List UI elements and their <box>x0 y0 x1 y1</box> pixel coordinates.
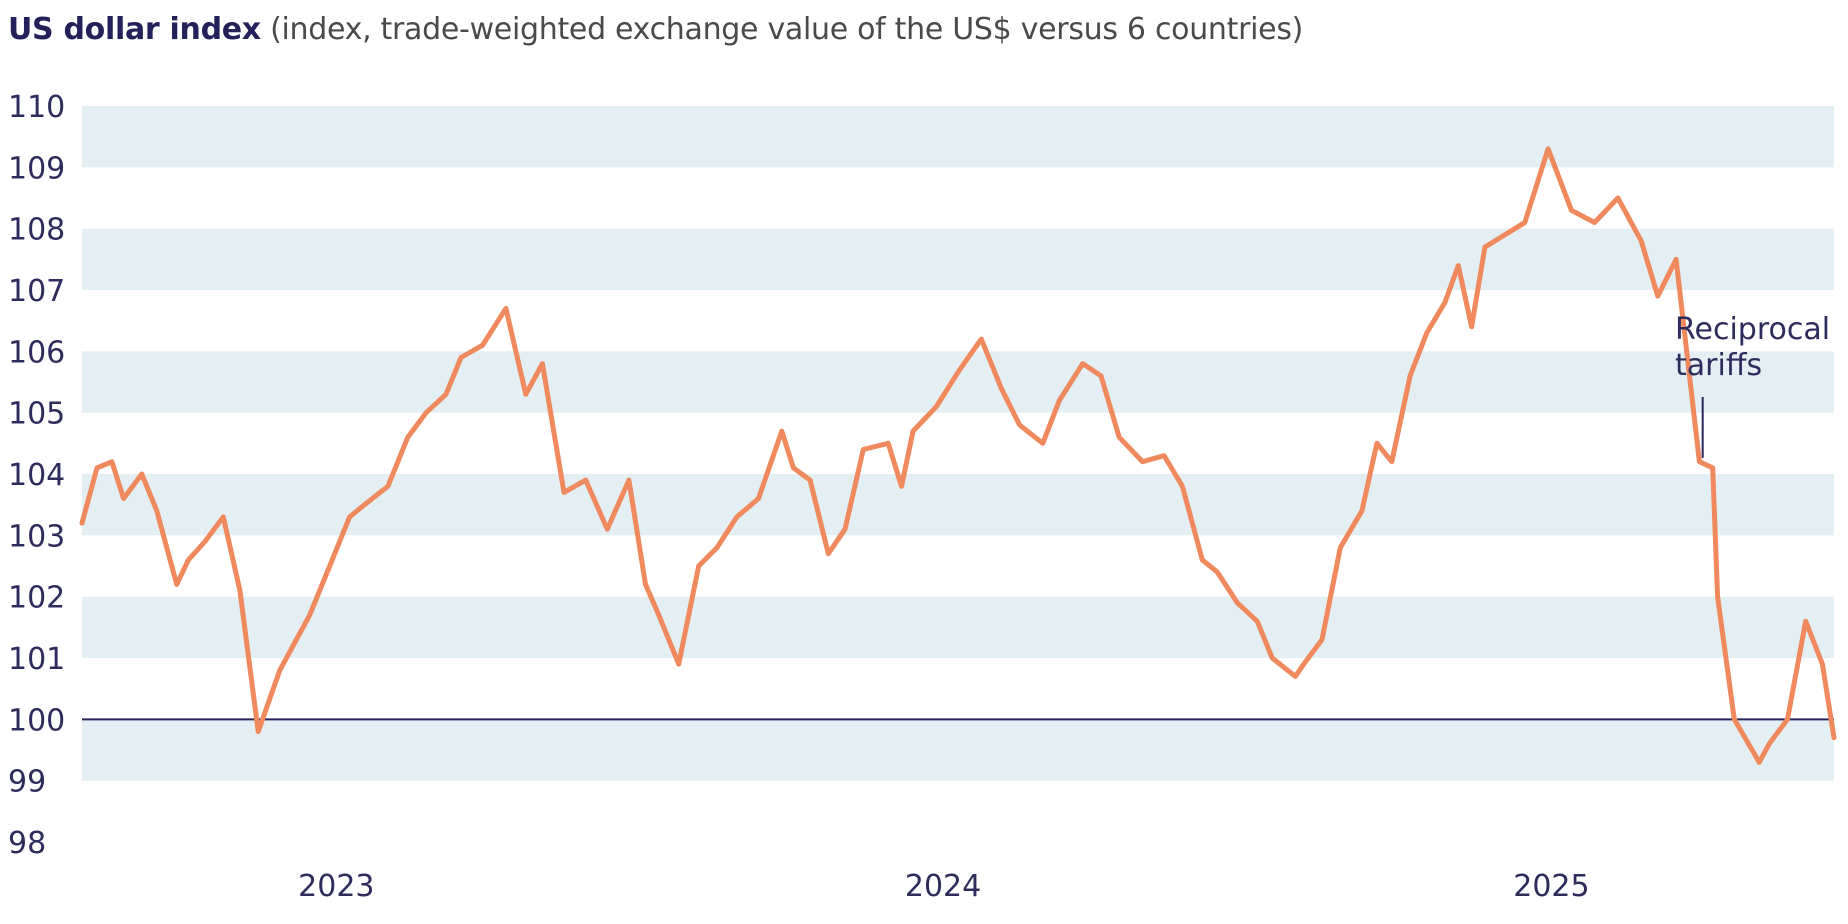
y-tick-label: 103 <box>8 519 65 554</box>
chart-title: US dollar index (index, trade-weighted e… <box>8 12 1303 47</box>
grid-band <box>82 719 1834 781</box>
y-tick-label: 98 <box>8 826 46 861</box>
y-tick-label: 106 <box>8 335 65 370</box>
annotation-label: Reciprocal <box>1675 312 1830 347</box>
x-tick-label: 2024 <box>905 869 981 904</box>
grid-band <box>82 474 1834 536</box>
chart-title-bold: US dollar index <box>8 12 261 47</box>
y-tick-label: 110 <box>8 90 65 125</box>
grid-bands <box>82 106 1834 781</box>
y-axis-ticks: 98 99 100 101 102 103 104 105 106 107 108 109 110 <box>8 90 65 861</box>
y-tick-label: 100 <box>8 703 65 738</box>
y-tick-label: 108 <box>8 213 65 248</box>
grid-band <box>82 596 1834 658</box>
grid-band <box>82 228 1834 290</box>
x-tick-label: 2023 <box>298 869 374 904</box>
y-tick-label: 105 <box>8 397 65 432</box>
chart-subtitle: (index, trade-weighted exchange value of… <box>270 12 1304 47</box>
grid-band <box>82 351 1834 413</box>
y-tick-label: 109 <box>8 151 65 186</box>
x-tick-label: 2025 <box>1513 869 1589 904</box>
y-tick-label: 102 <box>8 581 65 616</box>
y-tick-label: 104 <box>8 458 65 493</box>
y-tick-label: 99 <box>8 765 46 800</box>
dollar-index-line <box>79 146 1837 765</box>
annotation-label: tariffs <box>1675 348 1762 383</box>
y-tick-label: 101 <box>8 642 65 677</box>
x-axis-ticks: 2023 2024 2025 <box>298 869 1589 904</box>
y-tick-label: 107 <box>8 274 65 309</box>
grid-band <box>82 106 1834 168</box>
